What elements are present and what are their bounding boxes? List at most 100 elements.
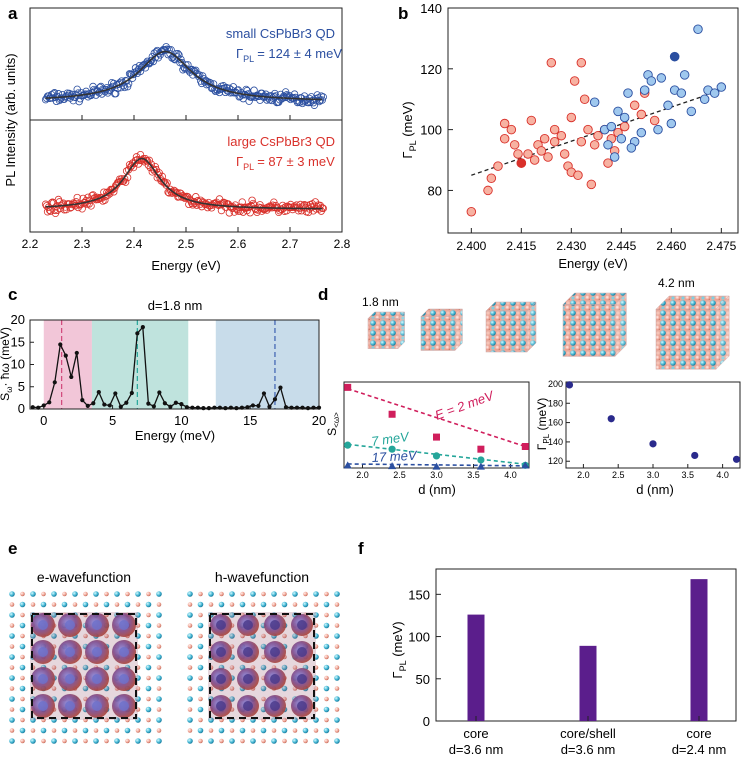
- lattice-atom: [324, 696, 329, 702]
- lattice-atom: [271, 591, 277, 597]
- panel-b-frame: [447, 7, 739, 234]
- wavefunction-core: [270, 701, 280, 711]
- wavefunction-core: [65, 674, 75, 684]
- e-wavefunction-title: e-wavefunction: [37, 569, 131, 585]
- lattice-atom: [334, 665, 340, 670]
- cube-front-face: [367, 318, 399, 349]
- lattice-atom: [19, 727, 26, 734]
- lattice-atom: [239, 727, 246, 734]
- lattice-atom: [282, 717, 287, 723]
- lattice-atom: [82, 664, 89, 671]
- lattice-atom: [9, 665, 15, 670]
- x-tick-label: 2.0: [356, 470, 369, 480]
- data-point: [278, 385, 283, 390]
- lattice-atom: [324, 738, 329, 744]
- y-tick-label: 0: [18, 401, 25, 416]
- small-qd-point: [693, 24, 703, 35]
- gamma-subscript: PL: [243, 162, 254, 172]
- category-label: core: [686, 726, 711, 741]
- y-tick-label: 100: [408, 630, 430, 645]
- data-point: [477, 445, 485, 453]
- panel-a-small-gamma: ΓPL = 124 ± 4 meV: [236, 46, 342, 64]
- lattice-atom: [146, 675, 151, 681]
- lattice-atom: [271, 728, 277, 733]
- data-point: [195, 405, 200, 410]
- wavefunction-core: [92, 674, 102, 684]
- data-point: [388, 410, 396, 418]
- lattice-atom: [334, 654, 340, 660]
- lattice-atom: [30, 633, 36, 639]
- lattice-atom: [30, 602, 36, 607]
- y-tick-label: 50: [416, 672, 430, 687]
- lattice-atom: [104, 717, 109, 723]
- wavefunction-core: [38, 674, 48, 684]
- lattice-atom: [240, 591, 245, 597]
- lattice-atom: [187, 696, 193, 702]
- data-point: [476, 462, 485, 470]
- lattice-atom: [334, 612, 340, 618]
- data-point: [91, 87, 99, 95]
- data-point: [149, 165, 157, 173]
- gamma-value: = 87 ± 3 meV: [257, 154, 335, 169]
- lattice-atom: [62, 591, 67, 597]
- panel-letter-f: f: [358, 539, 364, 558]
- x-tick-label: 2.6: [230, 237, 247, 251]
- wavefunction-core: [216, 647, 226, 657]
- data-point: [200, 78, 209, 86]
- small-qd-point: [603, 140, 613, 150]
- lattice-atom: [261, 591, 266, 597]
- lattice-atom: [103, 664, 110, 671]
- panel-c-title: d=1.8 nm: [148, 298, 203, 313]
- data-point: [112, 89, 120, 98]
- lattice-atom: [334, 644, 340, 649]
- lattice-atom: [261, 738, 266, 744]
- lattice-atom: [9, 707, 15, 712]
- lattice-atom: [313, 696, 319, 702]
- lattice-atom: [61, 727, 68, 734]
- wavefunction-core: [119, 620, 129, 630]
- data-point: [238, 198, 246, 206]
- lattice-atom: [198, 633, 203, 639]
- lattice-atom: [324, 654, 329, 660]
- data-point: [311, 405, 316, 410]
- omega-subscript: ω: [5, 387, 14, 393]
- panel-e: e-wavefunction h-wavefunction: [9, 569, 340, 744]
- wavefunction-core: [38, 701, 48, 711]
- lattice-atom: [323, 664, 330, 671]
- data-point: [294, 405, 300, 410]
- data-point: [388, 445, 396, 453]
- lattice-atom: [197, 706, 204, 713]
- y-tick-label: 5: [18, 379, 25, 394]
- data-point: [307, 203, 316, 211]
- panel-b-y-label: ΓPL (meV): [400, 101, 418, 158]
- data-point: [272, 397, 278, 402]
- data-point: [344, 441, 352, 449]
- panel-b: 2.400 2.415 2.430 2.445 2.460 2.475 80 100 120 14…: [400, 1, 739, 271]
- small-qd-point: [699, 94, 710, 104]
- lattice-atom: [282, 591, 287, 597]
- lattice-atom: [135, 738, 141, 744]
- lattice-atom: [271, 738, 277, 744]
- wavefunction-core: [119, 701, 129, 711]
- data-point: [151, 404, 156, 409]
- lattice-atom: [197, 664, 204, 671]
- small-qd-point: [623, 88, 633, 98]
- data-point: [289, 405, 294, 410]
- x-tick-label: 3.5: [682, 470, 695, 480]
- lattice-atom: [324, 612, 329, 618]
- lorentzian-fit: [45, 157, 323, 210]
- lorentzian-fit: [45, 50, 323, 101]
- h-wavefunction-image: [187, 591, 340, 744]
- lattice-atom: [187, 633, 193, 639]
- lattice-atom: [135, 602, 141, 607]
- data-point: [91, 401, 96, 406]
- size-label-min: 1.8 nm: [362, 295, 399, 309]
- x-tick-label: 2.475: [706, 239, 736, 253]
- lattice-atom: [51, 602, 57, 607]
- data-point: [607, 415, 615, 423]
- lattice-atom: [313, 728, 319, 733]
- cube-front-face: [562, 304, 616, 357]
- lattice-atom: [19, 622, 26, 629]
- series-label: E = 2 meV: [433, 387, 497, 422]
